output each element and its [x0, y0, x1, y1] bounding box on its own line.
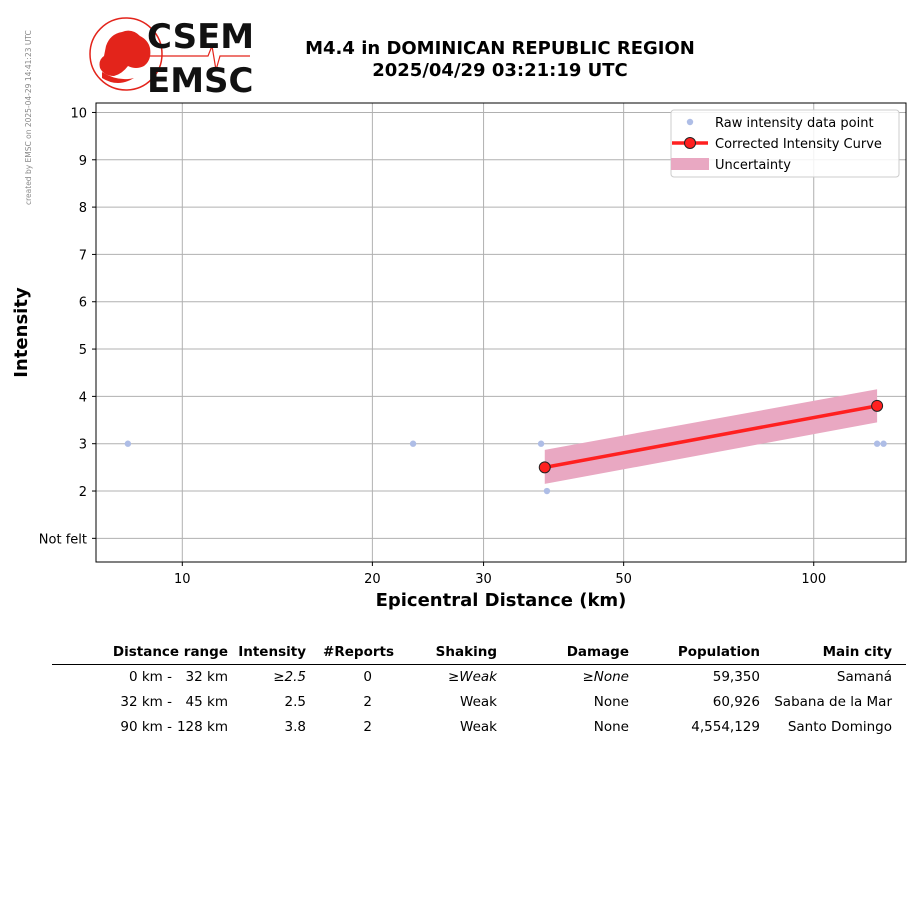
cell-shaking: ≥Weak	[447, 669, 497, 685]
title-line2: 2025/04/29 03:21:19 UTC	[372, 60, 628, 81]
legend-marker-corrected	[684, 137, 696, 149]
cell-reports: 0	[363, 669, 372, 685]
svg-text:created by EMSC on 2025-04-29: created by EMSC on 2025-04-29 14:41:23 U…	[24, 30, 33, 205]
cell-damage: None	[593, 719, 629, 735]
cell-intensity: ≥2.5	[273, 669, 306, 685]
y-tick-label: 4	[79, 390, 87, 405]
plot-frame	[95, 102, 907, 563]
legend-patch-uncertainty	[671, 158, 709, 170]
emsc-logo: CSEM EMSC	[89, 17, 254, 100]
cell-shaking: Weak	[460, 719, 497, 735]
cell-population: 4,554,129	[691, 719, 760, 735]
y-tick-label: 5	[79, 343, 87, 358]
x-tick-label: 30	[475, 572, 492, 587]
cell-population: 60,926	[712, 694, 760, 710]
cell-city: Sabana de la Mar	[774, 694, 892, 710]
x-tick-label: 20	[364, 572, 381, 587]
cell-population: 59,350	[712, 669, 760, 685]
raw-data-point	[543, 487, 551, 495]
legend-box	[670, 109, 900, 178]
y-tick-label: 8	[79, 201, 87, 216]
legend-marker-raw	[686, 118, 694, 126]
cell-damage: ≥None	[582, 669, 629, 685]
watermark-text: created by EMSC on 2025-04-29 14:41:23 U…	[24, 30, 33, 205]
cell-range-from: 32 km -	[120, 694, 172, 710]
legend-label: Uncertainty	[715, 158, 791, 173]
corrected-intensity-marker	[871, 399, 884, 412]
legend-label: Corrected Intensity Curve	[715, 137, 882, 152]
cell-reports: 2	[363, 719, 372, 735]
table-header-cell: Damage	[566, 644, 629, 660]
x-tick-label: 10	[174, 572, 191, 587]
title-line1: M4.4 in DOMINICAN REPUBLIC REGION	[305, 38, 695, 59]
y-axis-label: Intensity	[11, 287, 32, 378]
cell-intensity: 2.5	[284, 694, 306, 710]
table-header-cell: Main city	[822, 644, 892, 660]
cell-intensity: 3.8	[284, 719, 306, 735]
chart-title: M4.4 in DOMINICAN REPUBLIC REGION 2025/0…	[250, 38, 750, 82]
raw-data-point	[124, 440, 132, 447]
y-tick-label: 3	[79, 438, 87, 453]
logo-top-text: CSEM	[147, 17, 254, 57]
table-header-cell: #Reports	[323, 644, 394, 660]
cell-range-to: 128 km	[176, 719, 228, 735]
cell-range-from: 0 km -	[128, 669, 172, 685]
corrected-intensity-marker	[538, 461, 551, 474]
y-tick-label: 7	[79, 248, 87, 263]
raw-data-point	[409, 440, 417, 447]
logo-bottom-text: EMSC	[147, 61, 254, 100]
intensity-table: Distance range Intensity #Reports Shaking Da…	[52, 640, 906, 740]
raw-data-point	[537, 440, 545, 447]
intensity-chart: Not felt 2 3 4 5 6 7 8 9 10 10 20 30 50 100 Epicentral …	[11, 102, 907, 611]
table-header-cell: Population	[677, 644, 760, 660]
cell-reports: 2	[363, 694, 372, 710]
y-tick-label: 6	[79, 296, 87, 311]
y-tick-label: Not felt	[39, 532, 87, 547]
y-tick-label: 2	[79, 485, 87, 500]
table-header-cell: Intensity	[238, 644, 306, 660]
table-row: 90 km -128 km 3.8 2 Weak None 4,554,129 Santo …	[52, 715, 906, 740]
table-row: 32 km - 45 km 2.5 2 Weak None 60,926 Sabana de …	[52, 690, 906, 715]
table-row: 0 km - 32 km ≥2.5 0 ≥Weak ≥None 59,350 Samaná	[52, 665, 906, 690]
cell-damage: None	[593, 694, 629, 710]
y-tick-label: 10	[70, 106, 87, 121]
x-tick-label: 100	[801, 572, 826, 587]
raw-data-point	[880, 440, 887, 447]
legend: Raw intensity data point Corrected Intens…	[670, 109, 900, 178]
cell-range-to: 32 km	[185, 669, 228, 685]
y-tick-label: 9	[79, 154, 87, 169]
raw-data-point	[873, 440, 881, 447]
cell-shaking: Weak	[460, 694, 497, 710]
cell-range-from: 90 km -	[120, 719, 172, 735]
x-axis-label: Epicentral Distance (km)	[376, 590, 627, 611]
table-header-cell: Shaking	[435, 644, 497, 660]
cell-city: Samaná	[836, 669, 892, 685]
cell-range-to: 45 km	[185, 694, 228, 710]
table-header-cell: Distance range	[112, 644, 228, 660]
x-tick-label: 50	[615, 572, 632, 587]
cell-city: Santo Domingo	[787, 719, 892, 735]
corrected-intensity-line	[544, 404, 878, 470]
legend-label: Raw intensity data point	[715, 116, 874, 131]
table-header: Distance range Intensity #Reports Shaking Da…	[52, 640, 906, 665]
